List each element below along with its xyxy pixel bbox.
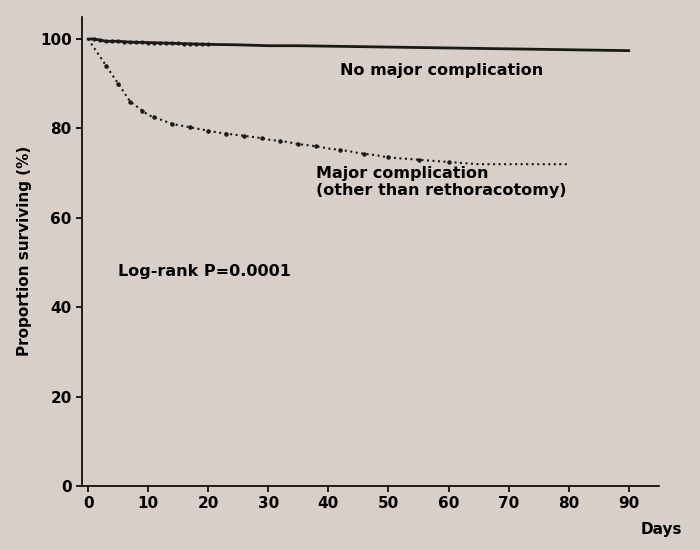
Point — [185, 123, 196, 131]
Point — [257, 134, 268, 143]
Point — [197, 40, 208, 48]
Point — [203, 40, 214, 49]
Point — [275, 137, 286, 146]
Point — [106, 37, 118, 46]
Point — [113, 37, 124, 46]
Point — [220, 129, 232, 138]
Point — [167, 39, 178, 48]
Point — [293, 140, 304, 148]
Point — [311, 142, 322, 151]
Point — [161, 39, 172, 47]
Point — [136, 106, 148, 115]
Point — [94, 36, 106, 45]
Point — [113, 79, 124, 88]
Point — [383, 153, 394, 162]
Point — [203, 126, 214, 135]
Point — [173, 39, 184, 48]
Point — [118, 37, 130, 46]
Point — [101, 37, 112, 46]
Point — [443, 157, 454, 166]
Text: No major complication: No major complication — [340, 63, 544, 78]
Point — [131, 38, 142, 47]
Text: Major complication
(other than rethoracotomy): Major complication (other than rethoraco… — [316, 166, 567, 198]
Point — [190, 40, 202, 48]
Point — [101, 62, 112, 70]
Point — [136, 38, 148, 47]
Point — [178, 39, 190, 48]
Point — [148, 39, 160, 47]
Point — [155, 39, 166, 47]
Y-axis label: Proportion surviving (%): Proportion surviving (%) — [17, 146, 32, 356]
Text: Days: Days — [640, 522, 682, 537]
Point — [89, 35, 100, 43]
Point — [359, 150, 370, 158]
Point — [125, 38, 136, 47]
Point — [239, 131, 250, 140]
Point — [148, 113, 160, 122]
Point — [335, 146, 346, 155]
Point — [185, 40, 196, 48]
Point — [143, 38, 154, 47]
Point — [413, 155, 424, 164]
Text: Log-rank P=0.0001: Log-rank P=0.0001 — [118, 264, 291, 279]
Point — [167, 119, 178, 128]
Point — [125, 97, 136, 106]
